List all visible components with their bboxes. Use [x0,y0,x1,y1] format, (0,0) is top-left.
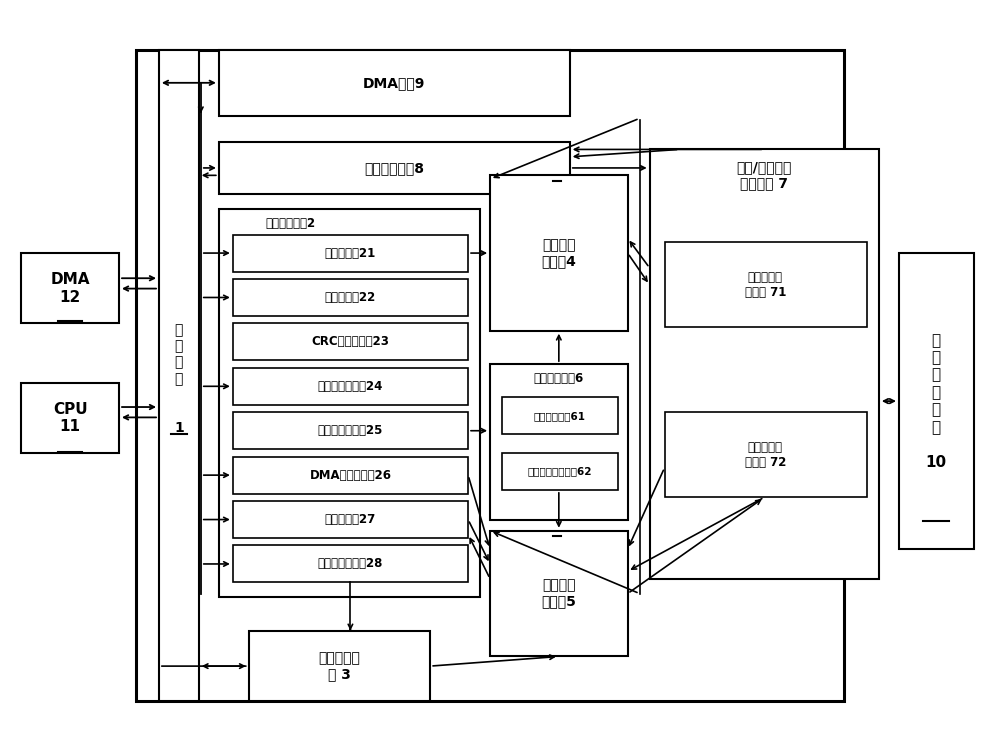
Bar [249,631,430,701]
Bar [233,412,468,450]
Text: 倒计时计数器模块62: 倒计时计数器模块62 [528,467,592,476]
Bar [219,50,570,116]
Text: 指令解析模块61: 指令解析模块61 [534,411,586,421]
Text: 寄存器组模块2: 寄存器组模块2 [266,217,316,230]
Bar [650,149,879,579]
Bar [219,209,480,597]
Text: CRC控制寄存器23: CRC控制寄存器23 [311,335,389,348]
Text: 发送数据
缓冲器4: 发送数据 缓冲器4 [541,238,576,268]
Bar [899,253,974,549]
Bar [233,545,468,583]
Text: 控制寄存器21: 控制寄存器21 [325,247,376,259]
Bar [502,398,618,435]
Bar [136,50,844,701]
Bar [21,253,119,323]
Bar [502,453,618,490]
Bar [490,531,628,657]
Text: 中断控制寄存器24: 中断控制寄存器24 [318,380,383,393]
Text: 中断产生模块8: 中断产生模块8 [364,161,424,175]
Text: DMA接口9: DMA接口9 [363,76,425,90]
Text: 时钟分频模
块 3: 时钟分频模 块 3 [319,651,360,681]
Bar [665,412,867,497]
Text: DMA
12: DMA 12 [50,273,90,305]
Bar [159,50,199,701]
Text: DMA控制寄存器26: DMA控制寄存器26 [309,469,391,481]
Text: 接收控制逻
辑模块 72: 接收控制逻 辑模块 72 [745,441,786,469]
Bar [233,323,468,360]
Bar [490,364,628,519]
Bar [219,142,570,194]
Text: 数据寄存器22: 数据寄存器22 [325,291,376,304]
Bar [490,175,628,331]
Bar [233,501,468,538]
Bar [21,383,119,453]
Text: CPU
11: CPU 11 [53,402,88,435]
Text: 接收数据
缓冲器5: 接收数据 缓冲器5 [541,579,576,609]
Bar [233,279,468,316]
Bar [233,235,468,272]
Bar [233,457,468,493]
Bar [665,242,867,327]
Text: 外
部
串
行
设
备

10: 外 部 串 行 设 备 10 [925,333,946,470]
Text: 接
口
模
块


1: 接 口 模 块 1 [174,323,184,435]
Text: 发送/接收控制
逻辑模块 7: 发送/接收控制 逻辑模块 7 [737,160,792,190]
Text: 发送控制逻
辑模块 71: 发送控制逻 辑模块 71 [745,271,786,299]
Text: 时钟分频寄存器28: 时钟分频寄存器28 [318,557,383,571]
Text: 状态寄存器27: 状态寄存器27 [325,513,376,526]
Bar [233,368,468,405]
Text: 延时发送模块6: 延时发送模块6 [534,372,584,386]
Text: 延时发送寄存器25: 延时发送寄存器25 [318,424,383,437]
